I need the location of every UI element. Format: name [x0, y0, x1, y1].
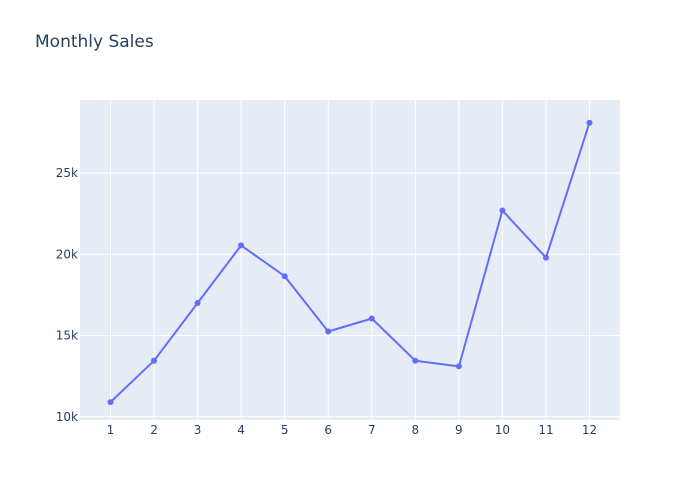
y-tick-label: 25k — [56, 166, 78, 180]
x-tick-label: 2 — [150, 423, 158, 437]
data-point[interactable] — [499, 207, 506, 214]
series-line — [109, 122, 591, 403]
y-tick-label: 20k — [56, 247, 78, 261]
x-tick-label: 10 — [495, 423, 510, 437]
x-tick-label: 12 — [582, 423, 597, 437]
data-point[interactable] — [194, 300, 201, 306]
x-tick-label: 4 — [237, 423, 245, 437]
data-point[interactable] — [325, 328, 332, 335]
series-group — [107, 119, 593, 406]
x-tick-label: 5 — [281, 423, 289, 437]
data-point[interactable] — [368, 315, 375, 322]
x-tick-label: 11 — [538, 423, 553, 437]
grid-lines — [80, 100, 620, 420]
x-tick-label: 9 — [455, 423, 463, 437]
y-tick-label: 10k — [56, 410, 78, 424]
x-tick-label: 8 — [412, 423, 420, 437]
data-point[interactable] — [543, 254, 549, 261]
y-tick-label: 15k — [56, 329, 78, 343]
y-axis: 10k 15k 20k 25k — [56, 166, 78, 424]
data-point[interactable] — [238, 242, 245, 249]
data-point[interactable] — [455, 363, 462, 370]
data-point[interactable] — [107, 399, 114, 406]
x-axis: 1 2 3 4 5 6 7 8 9 10 11 12 — [107, 423, 597, 437]
x-tick-label: 3 — [194, 423, 202, 437]
data-point[interactable] — [151, 357, 157, 364]
plot-area — [80, 100, 620, 420]
x-tick-label: 7 — [368, 423, 376, 437]
data-point[interactable] — [412, 357, 419, 364]
data-point[interactable] — [281, 273, 288, 280]
x-tick-label: 6 — [324, 423, 332, 437]
chart-title: Monthly Sales — [35, 32, 154, 52]
x-tick-label: 1 — [107, 423, 115, 437]
data-point[interactable] — [586, 119, 593, 126]
